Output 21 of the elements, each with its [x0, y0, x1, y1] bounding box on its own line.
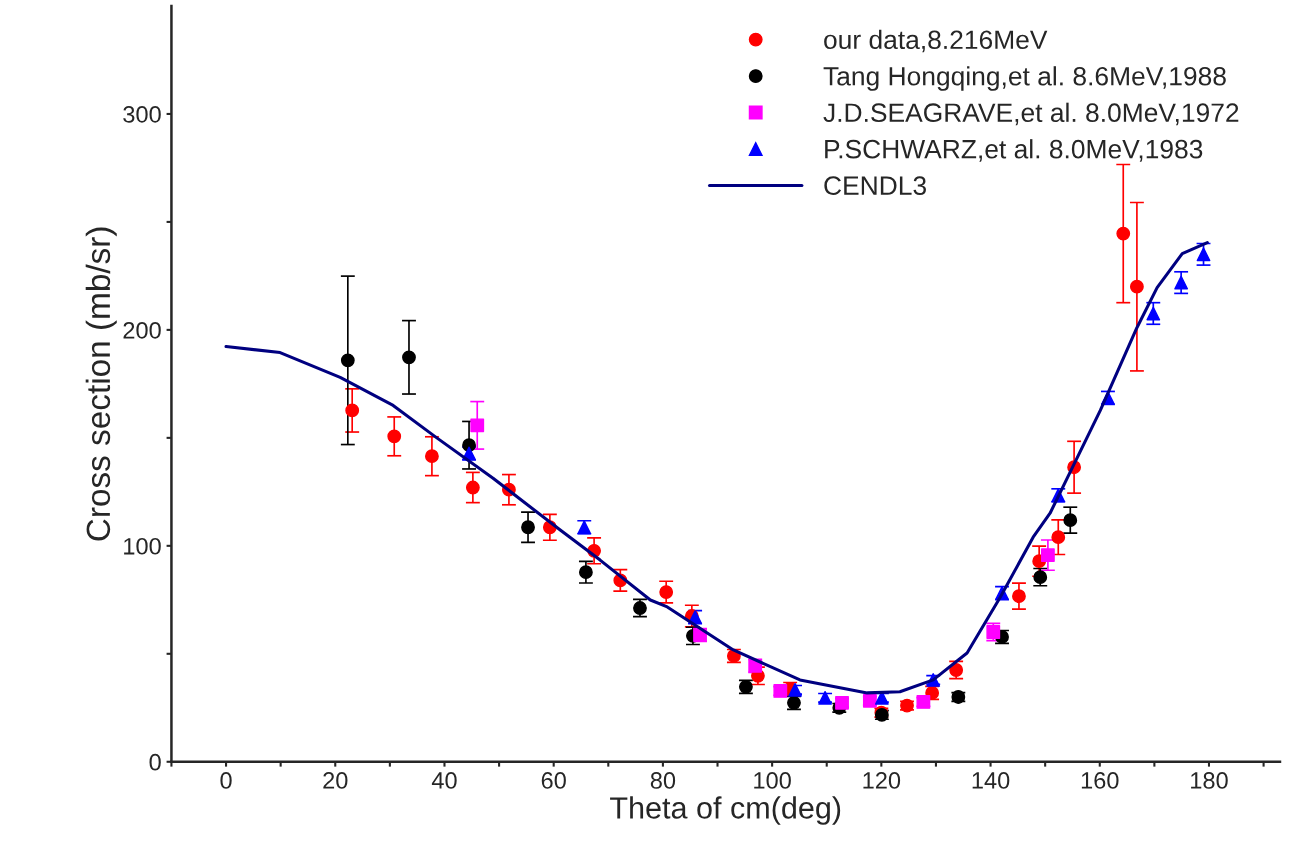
legend-label: Tang Hongqing,et al. 8.6MeV,1988 — [823, 66, 1226, 91]
y-tick-label: 100 — [124, 537, 161, 555]
x-tick-label: 40 — [431, 772, 457, 789]
x-tick-label: 120 — [863, 772, 901, 789]
x-tick-label: 20 — [323, 772, 348, 789]
y-tick-label: 0 — [149, 753, 161, 771]
x-axis-title: Theta of cm(deg) — [610, 796, 841, 825]
x-tick-label: 180 — [1191, 772, 1228, 789]
x-tick-label: 80 — [650, 772, 676, 789]
legend-label: J.D.SEAGRAVE,et al. 8.0MeV,1972 — [823, 102, 1239, 126]
x-tick-label: 100 — [754, 772, 791, 789]
legend-label: our data,8.216MeV — [824, 29, 1048, 53]
legend-label: P.SCHWARZ,et al. 8.0MeV,1983 — [825, 139, 1203, 162]
y-tick-label: 300 — [123, 106, 161, 123]
y-tick-label: 200 — [123, 321, 161, 339]
y-axis-title: Cross section (mb/sr) — [85, 227, 117, 541]
x-tick-label: 140 — [972, 772, 1010, 789]
x-tick-label: 160 — [1081, 772, 1119, 789]
legend-label: CENDL3 — [824, 176, 926, 196]
x-tick-label: 60 — [541, 772, 566, 789]
x-tick-label: 0 — [220, 772, 232, 789]
